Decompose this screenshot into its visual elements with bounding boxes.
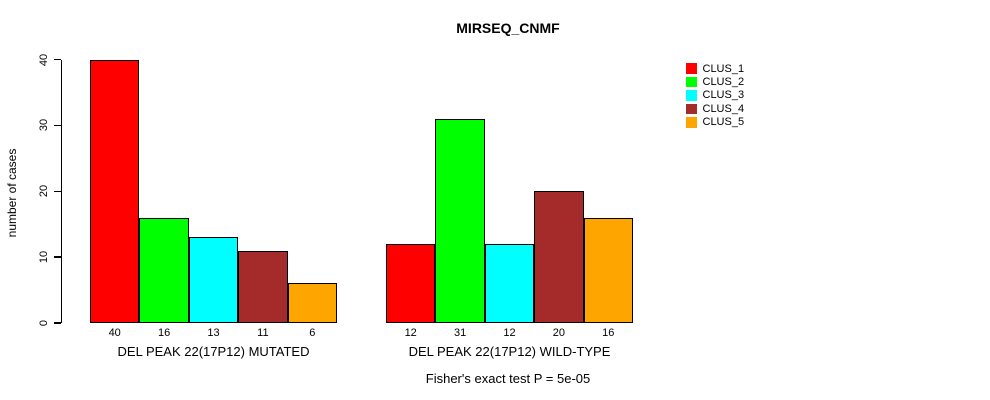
legend-swatch-icon [686, 76, 697, 88]
legend-swatch-icon [686, 117, 697, 128]
y-axis-tick-label: 20 [38, 185, 50, 198]
legend-label: CLUS_2 [702, 76, 745, 89]
bar-clus_3-group2 [484, 243, 535, 323]
bar-clus_2-group2 [435, 118, 485, 323]
y-axis-tick [53, 58, 61, 61]
bar-clus_4-group1 [238, 250, 288, 323]
bar-clus_4-group2 [534, 191, 584, 323]
legend-swatch-icon [686, 103, 697, 115]
y-axis-line [60, 59, 62, 323]
legend: CLUS_1 CLUS_2 CLUS_3 CLUS_4 CLUS_5 [686, 62, 744, 129]
bar-value-label: 20 [552, 327, 565, 339]
bar-clus_5-group2 [583, 217, 633, 323]
bar-clus_5-group1 [287, 283, 337, 323]
legend-item-clus_2: CLUS_2 [686, 75, 744, 88]
bar-clus_2-group1 [139, 217, 189, 323]
y-axis-tick [53, 124, 61, 127]
bar-value-label: 6 [309, 327, 316, 339]
bar-value-label: 40 [108, 327, 121, 339]
bar-value-label: 12 [503, 327, 516, 339]
y-axis-tick-label: 0 [38, 319, 50, 327]
y-axis-tick-label: 10 [38, 251, 50, 264]
bar-value-label: 31 [453, 327, 467, 339]
legend-swatch-icon [686, 90, 697, 101]
bar-clus_1-group2 [386, 243, 436, 323]
bar-clus_3-group1 [188, 237, 239, 323]
legend-item-clus_4: CLUS_4 [686, 102, 744, 115]
y-axis-tick-label: 40 [38, 53, 50, 66]
annotation-text: Fisher's exact test P = 5e-05 [425, 371, 591, 386]
bar-value-label: 16 [157, 327, 171, 339]
y-axis-tick [53, 322, 61, 324]
legend-item-clus_1: CLUS_1 [686, 62, 744, 75]
bar-clus_1-group1 [90, 59, 140, 323]
bar-value-label: 13 [207, 327, 220, 339]
bar-value-label: 12 [404, 327, 417, 339]
group-label: DEL PEAK 22(17P12) WILD-TYPE [408, 344, 611, 359]
group-label: DEL PEAK 22(17P12) MUTATED [117, 344, 310, 359]
legend-label: CLUS_4 [702, 102, 745, 115]
legend-label: CLUS_3 [702, 89, 745, 102]
legend-swatch-icon [686, 63, 697, 74]
y-axis-tick [53, 190, 61, 192]
bar-value-label: 11 [257, 327, 269, 339]
y-axis-tick [53, 256, 61, 258]
legend-label: CLUS_1 [702, 62, 745, 75]
legend-item-clus_5: CLUS_5 [686, 116, 744, 129]
legend-label: CLUS_5 [702, 116, 745, 129]
y-axis-label: number of cases [5, 148, 19, 238]
y-axis-tick-label: 30 [38, 119, 50, 132]
bar-value-label: 16 [602, 327, 615, 339]
legend-item-clus_3: CLUS_3 [686, 89, 744, 102]
chart-title: MIRSEQ_CNMF [456, 20, 560, 36]
